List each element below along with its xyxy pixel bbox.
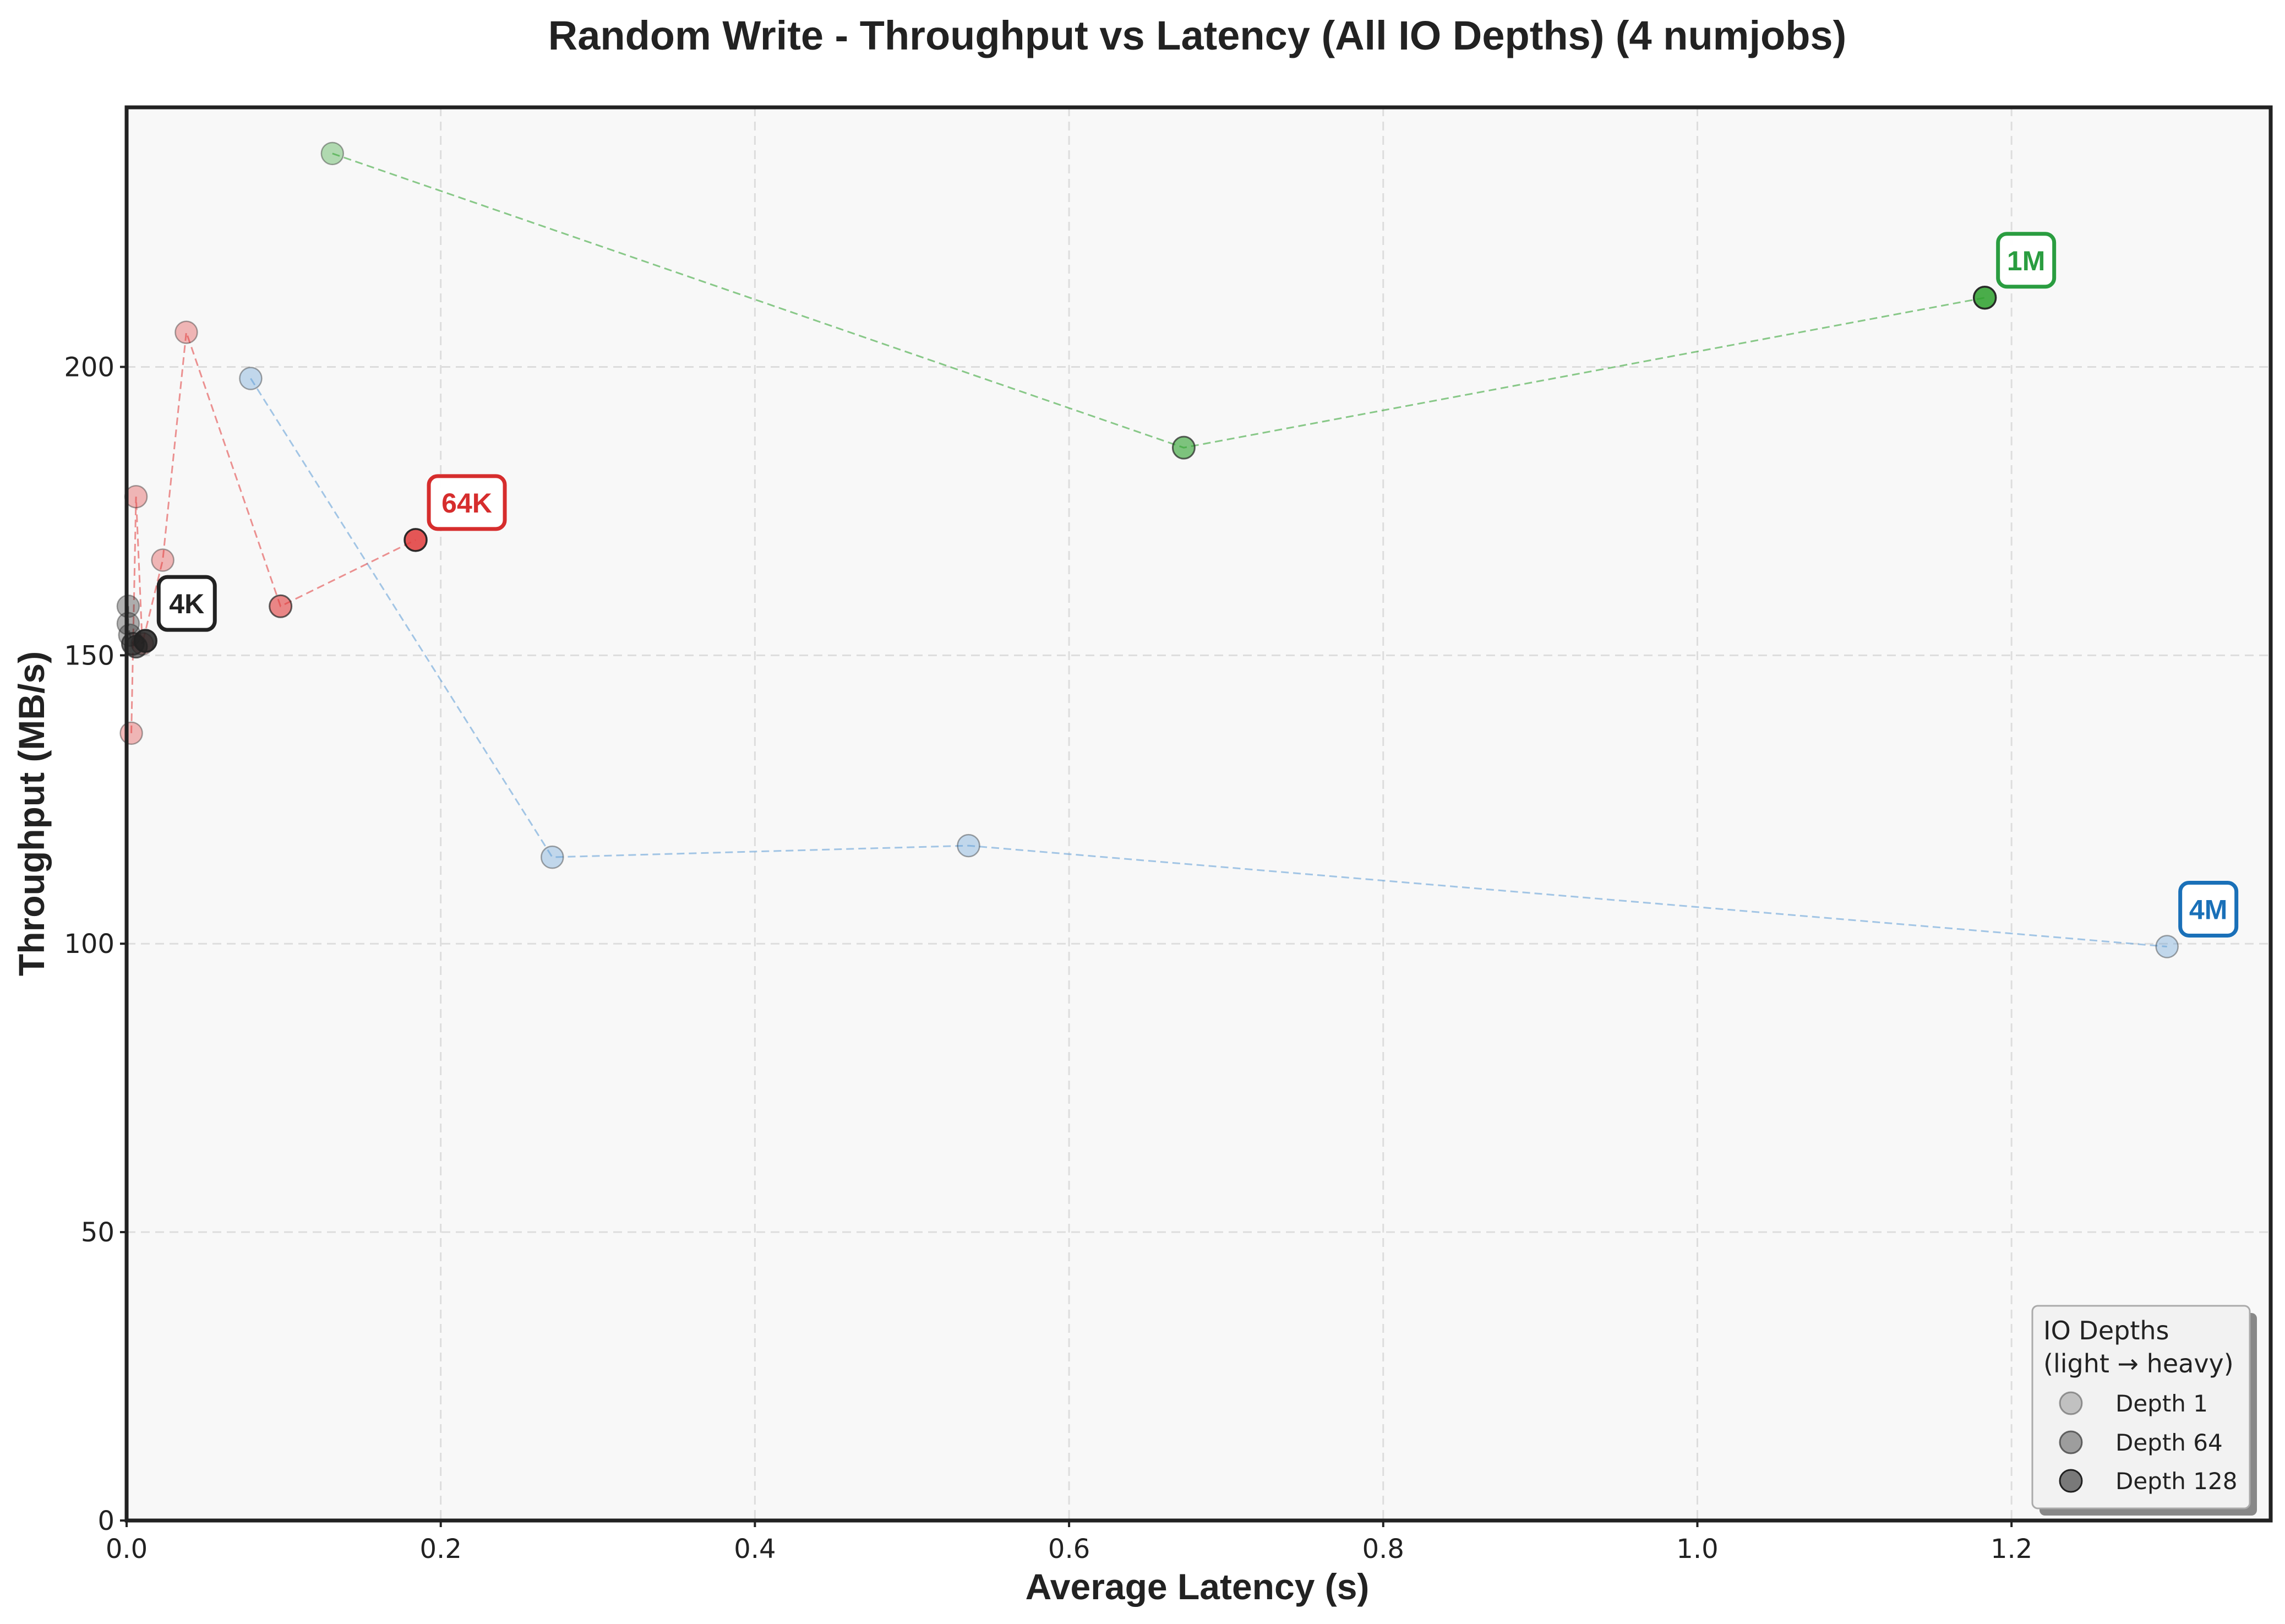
data-point-1m: [1972, 286, 1997, 310]
legend-box: [2031, 1305, 2251, 1509]
x-axis-ticks: 0.0 0.2 0.4 0.6 0.8 1.0 1.2: [106, 1521, 2032, 1565]
legend-label-depth-128: Depth 128: [2115, 1468, 2237, 1495]
series-label-box: [2178, 880, 2239, 938]
grid-lines: [127, 107, 2271, 1521]
series-label-1m: 1M: [1996, 232, 2057, 289]
data-point-64k: [119, 721, 143, 745]
data-point-4k: [133, 629, 157, 653]
series-label-box: [427, 474, 507, 531]
series-labels: 1M 4M 64K 4K: [156, 232, 2239, 938]
x-tick-label: 0.6: [1048, 1534, 1090, 1565]
legend-label-depth-64: Depth 64: [2115, 1429, 2223, 1456]
x-tick-label: 1.0: [1676, 1534, 1718, 1565]
series-points: [116, 141, 2179, 958]
data-point-4m: [2155, 935, 2179, 958]
data-point-1m: [1171, 435, 1196, 460]
series-label-box: [1996, 232, 2057, 289]
y-tick-label: 100: [64, 929, 114, 960]
data-point-64k: [269, 594, 293, 618]
x-tick-label: 0.8: [1362, 1534, 1404, 1565]
series-label-4k: 4K: [156, 575, 217, 632]
x-tick-label: 0.0: [106, 1534, 148, 1565]
x-tick-label: 0.4: [734, 1534, 776, 1565]
legend-title-line1: IO Depths: [2043, 1316, 2169, 1345]
series-label-text: 64K: [441, 488, 492, 519]
plot-area: [127, 107, 2271, 1521]
x-tick-label: 1.2: [1990, 1534, 2032, 1565]
legend: IO Depths (light → heavy) Depth 1 Depth …: [2031, 1305, 2257, 1516]
legend-marker-depth-128: [2059, 1469, 2083, 1493]
y-axis-ticks: 0 50 100 150 200: [64, 352, 127, 1536]
data-point-4m: [541, 845, 564, 869]
y-tick-label: 0: [97, 1506, 114, 1536]
series-label-text: 4K: [169, 588, 204, 619]
series-label-text: 1M: [2007, 246, 2045, 276]
legend-label-depth-1: Depth 1: [2115, 1390, 2208, 1417]
y-tick-label: 50: [81, 1217, 114, 1248]
plot-frame: [124, 105, 2273, 1523]
y-tick-label: 200: [64, 352, 114, 383]
data-point-64k: [403, 528, 428, 552]
legend-marker-depth-64: [2059, 1430, 2083, 1454]
series-line-4m: [250, 378, 2167, 947]
data-point-64k: [174, 320, 198, 344]
legend-title-line2: (light → heavy): [2043, 1349, 2234, 1378]
series-label-text: 4M: [2189, 894, 2227, 925]
data-point-4m: [239, 367, 263, 390]
data-point-1m: [320, 141, 345, 166]
x-tick-label: 0.2: [420, 1534, 462, 1565]
series-label-4m: 4M: [2178, 880, 2239, 938]
y-tick-label: 150: [64, 640, 114, 671]
x-axis-label: Average Latency (s): [1026, 1566, 1370, 1607]
y-axis-label: Throughput (MB/s): [11, 651, 52, 976]
chart-title: Random Write - Throughput vs Latency (Al…: [548, 13, 1846, 58]
series-label-64k: 64K: [427, 474, 507, 531]
data-point-64k: [151, 548, 174, 572]
series-label-box: [156, 575, 217, 632]
data-point-4m: [957, 833, 980, 858]
legend-marker-depth-1: [2059, 1391, 2083, 1415]
